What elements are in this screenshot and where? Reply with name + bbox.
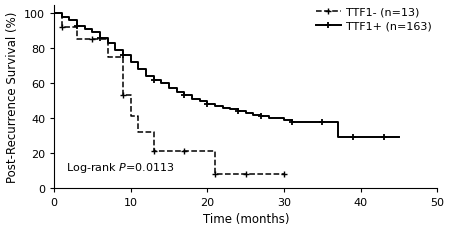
X-axis label: Time (months): Time (months) bbox=[202, 213, 289, 225]
Text: Log-rank $\it{P}$=0.0113: Log-rank $\it{P}$=0.0113 bbox=[66, 160, 174, 174]
Legend: TTF1- (n=13), TTF1+ (n=163): TTF1- (n=13), TTF1+ (n=163) bbox=[316, 7, 432, 32]
Y-axis label: Post-Recurrence Survival (%): Post-Recurrence Survival (%) bbox=[5, 12, 18, 182]
